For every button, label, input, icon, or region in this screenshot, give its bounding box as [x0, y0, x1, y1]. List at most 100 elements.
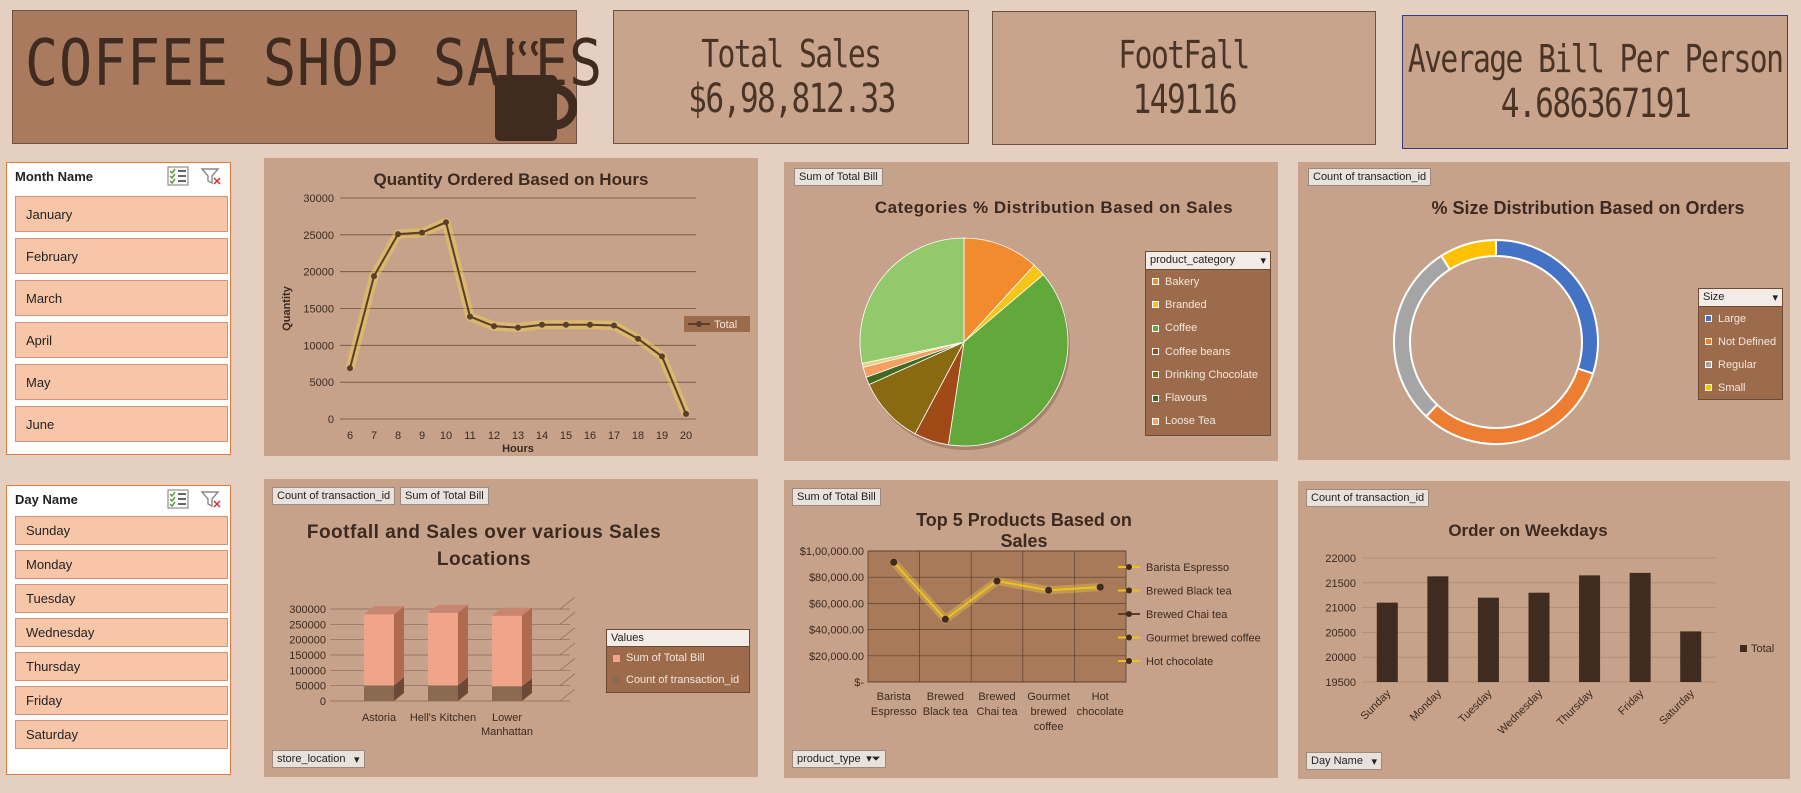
filter-product-type[interactable]: product_type ▾⏷	[792, 750, 886, 768]
slicer-item-march[interactable]: March	[15, 280, 228, 316]
legend-label: Regular	[1718, 358, 1757, 371]
clear-filter-icon[interactable]	[200, 166, 222, 186]
filter-day-name[interactable]: Day Name ▾	[1306, 752, 1382, 770]
x-tick-label: 15	[560, 430, 572, 442]
legend-label: Large	[1718, 312, 1747, 325]
legend-item[interactable]: Bakery	[1146, 270, 1270, 293]
size-legend[interactable]: Size ▾ Large Not Defined Regular Small	[1698, 288, 1783, 400]
legend-swatch	[1705, 361, 1712, 368]
size-donut-chart	[1393, 238, 1599, 445]
legend-swatch	[613, 676, 620, 684]
legend-item[interactable]: Count of transaction_id	[607, 669, 749, 691]
y-tick-label: 25000	[303, 230, 334, 242]
chart-panel-locations[interactable]: Count of transaction_id Sum of Total Bil…	[264, 479, 758, 777]
slicer-item-wednesday[interactable]: Wednesday	[15, 618, 228, 647]
dropdown-arrow-icon[interactable]: ▾	[1260, 255, 1266, 267]
legend-label: Hot chocolate	[1146, 656, 1213, 668]
dropdown-arrow-icon[interactable]: ▾	[1772, 292, 1778, 304]
x-tick-label: Barista	[877, 691, 912, 703]
legend-item[interactable]: Branded	[1146, 293, 1270, 316]
x-tick-label: Gourmet	[1027, 691, 1070, 703]
series-line-total	[349, 220, 687, 415]
field-button-count-transaction[interactable]: Count of transaction_id	[1306, 489, 1430, 507]
field-button-sum-total-bill[interactable]: Sum of Total Bill	[792, 488, 881, 506]
legend-swatch	[1705, 384, 1712, 391]
x-tick-label: Hell's Kitchen	[410, 712, 476, 724]
y-tick-label: 21500	[1325, 578, 1356, 590]
slicer-item-tuesday[interactable]: Tuesday	[15, 584, 228, 613]
slicer-item-friday[interactable]: Friday	[15, 686, 228, 715]
legend-item[interactable]: Regular	[1699, 353, 1782, 376]
legend-item[interactable]: Coffee beans	[1146, 340, 1270, 363]
slicer-item-may[interactable]: May	[15, 364, 228, 400]
slicer-item-monday[interactable]: Monday	[15, 550, 228, 579]
y-tick-label: $40,000.00	[809, 625, 864, 637]
x-tick-label: Astoria	[362, 712, 397, 724]
slicer-item-january[interactable]: January	[15, 196, 228, 232]
x-tick-label: 16	[584, 430, 596, 442]
data-point	[347, 365, 353, 372]
x-tick-label: Black tea	[923, 706, 969, 718]
slicer-item-saturday[interactable]: Saturday	[15, 720, 228, 749]
locations-legend[interactable]: Values Sum of Total Bill Count of transac…	[606, 629, 750, 693]
filter-label: Day Name	[1311, 755, 1363, 767]
legend-header[interactable]: Size ▾	[1699, 289, 1782, 307]
data-point	[443, 219, 449, 226]
chart-title: Top 5 Products Based on Sales	[916, 510, 1132, 551]
field-button-sum-total-bill[interactable]: Sum of Total Bill	[794, 168, 883, 186]
legend-header[interactable]: product_category ▾	[1146, 252, 1270, 270]
legend-item[interactable]: Small	[1699, 376, 1782, 399]
slicer-item-thursday[interactable]: Thursday	[15, 652, 228, 681]
legend-item[interactable]: Large	[1699, 307, 1782, 330]
legend-label-total: Total	[1751, 643, 1774, 655]
slicer-title: Day Name	[15, 492, 78, 507]
y-tick-label: $20,000.00	[809, 651, 864, 663]
legend-swatch	[1152, 348, 1159, 356]
data-point	[419, 229, 425, 236]
bar-side-face	[522, 607, 532, 687]
legend-item[interactable]: Not Defined	[1699, 330, 1782, 353]
field-button-count-transaction[interactable]: Count of transaction_id	[1308, 168, 1432, 186]
multi-select-icon[interactable]	[167, 166, 189, 186]
clear-filter-icon[interactable]	[200, 489, 222, 509]
slicer-item-june[interactable]: June	[15, 406, 228, 442]
x-tick-label: Friday	[1616, 687, 1646, 717]
legend-item[interactable]: Drinking Chocolate	[1146, 363, 1270, 386]
bar-monday	[1427, 576, 1449, 682]
chart-panel-hours[interactable]: Quantity Ordered Based on Hours 30000 250…	[264, 158, 758, 456]
slicer-item-april[interactable]: April	[15, 322, 228, 358]
multi-select-icon[interactable]	[167, 489, 189, 509]
day-slicer[interactable]: Day Name Sunday Monday Tuesday Wednesday…	[6, 485, 231, 775]
field-button-count-transaction[interactable]: Count of transaction_id	[272, 487, 396, 505]
legend-item[interactable]: Sum of Total Bill	[607, 647, 749, 669]
y-tick-label: $60,000.00	[809, 598, 864, 610]
data-point	[890, 558, 898, 566]
categories-legend[interactable]: product_category ▾ Bakery Branded Coffee Cof…	[1145, 251, 1271, 436]
filter-funnel-icon[interactable]: ▾⏷	[866, 753, 881, 765]
legend-swatch	[1152, 394, 1159, 402]
month-slicer[interactable]: Month Name January February March April …	[6, 162, 231, 455]
legend-item[interactable]: Coffee	[1146, 317, 1270, 340]
chart-panel-size[interactable]: Count of transaction_id % Size Distribut…	[1298, 162, 1790, 460]
legend-label: Coffee beans	[1165, 345, 1231, 358]
chart-panel-weekdays[interactable]: Count of transaction_id Order on Weekday…	[1298, 481, 1790, 779]
data-point	[563, 321, 569, 328]
chart-panel-categories[interactable]: Sum of Total Bill Categories % Distribut…	[784, 162, 1278, 461]
slicer-item-february[interactable]: February	[15, 238, 228, 274]
field-button-sum-total-bill[interactable]: Sum of Total Bill	[400, 487, 489, 505]
legend-item[interactable]: Flavours	[1146, 386, 1270, 409]
y-tick-label: $-	[854, 677, 864, 689]
dropdown-arrow-icon[interactable]: ▾	[353, 754, 360, 766]
filter-store-location[interactable]: store_location ▾	[272, 750, 365, 768]
bar-side-face	[522, 678, 532, 701]
legend-item[interactable]: Loose Tea	[1146, 410, 1270, 433]
legend-label: Loose Tea	[1165, 415, 1216, 428]
bar-count-transaction	[492, 686, 522, 701]
x-tick-label: Manhattan	[481, 726, 533, 738]
chart-panel-top5[interactable]: Sum of Total Bill Top 5 Products Based o…	[784, 480, 1278, 778]
legend-label: Sum of Total Bill	[626, 652, 705, 664]
dropdown-arrow-icon[interactable]: ▾	[1371, 756, 1377, 768]
slicer-item-sunday[interactable]: Sunday	[15, 516, 228, 545]
y-tick-label: 21000	[1325, 603, 1356, 615]
data-point	[491, 323, 497, 330]
